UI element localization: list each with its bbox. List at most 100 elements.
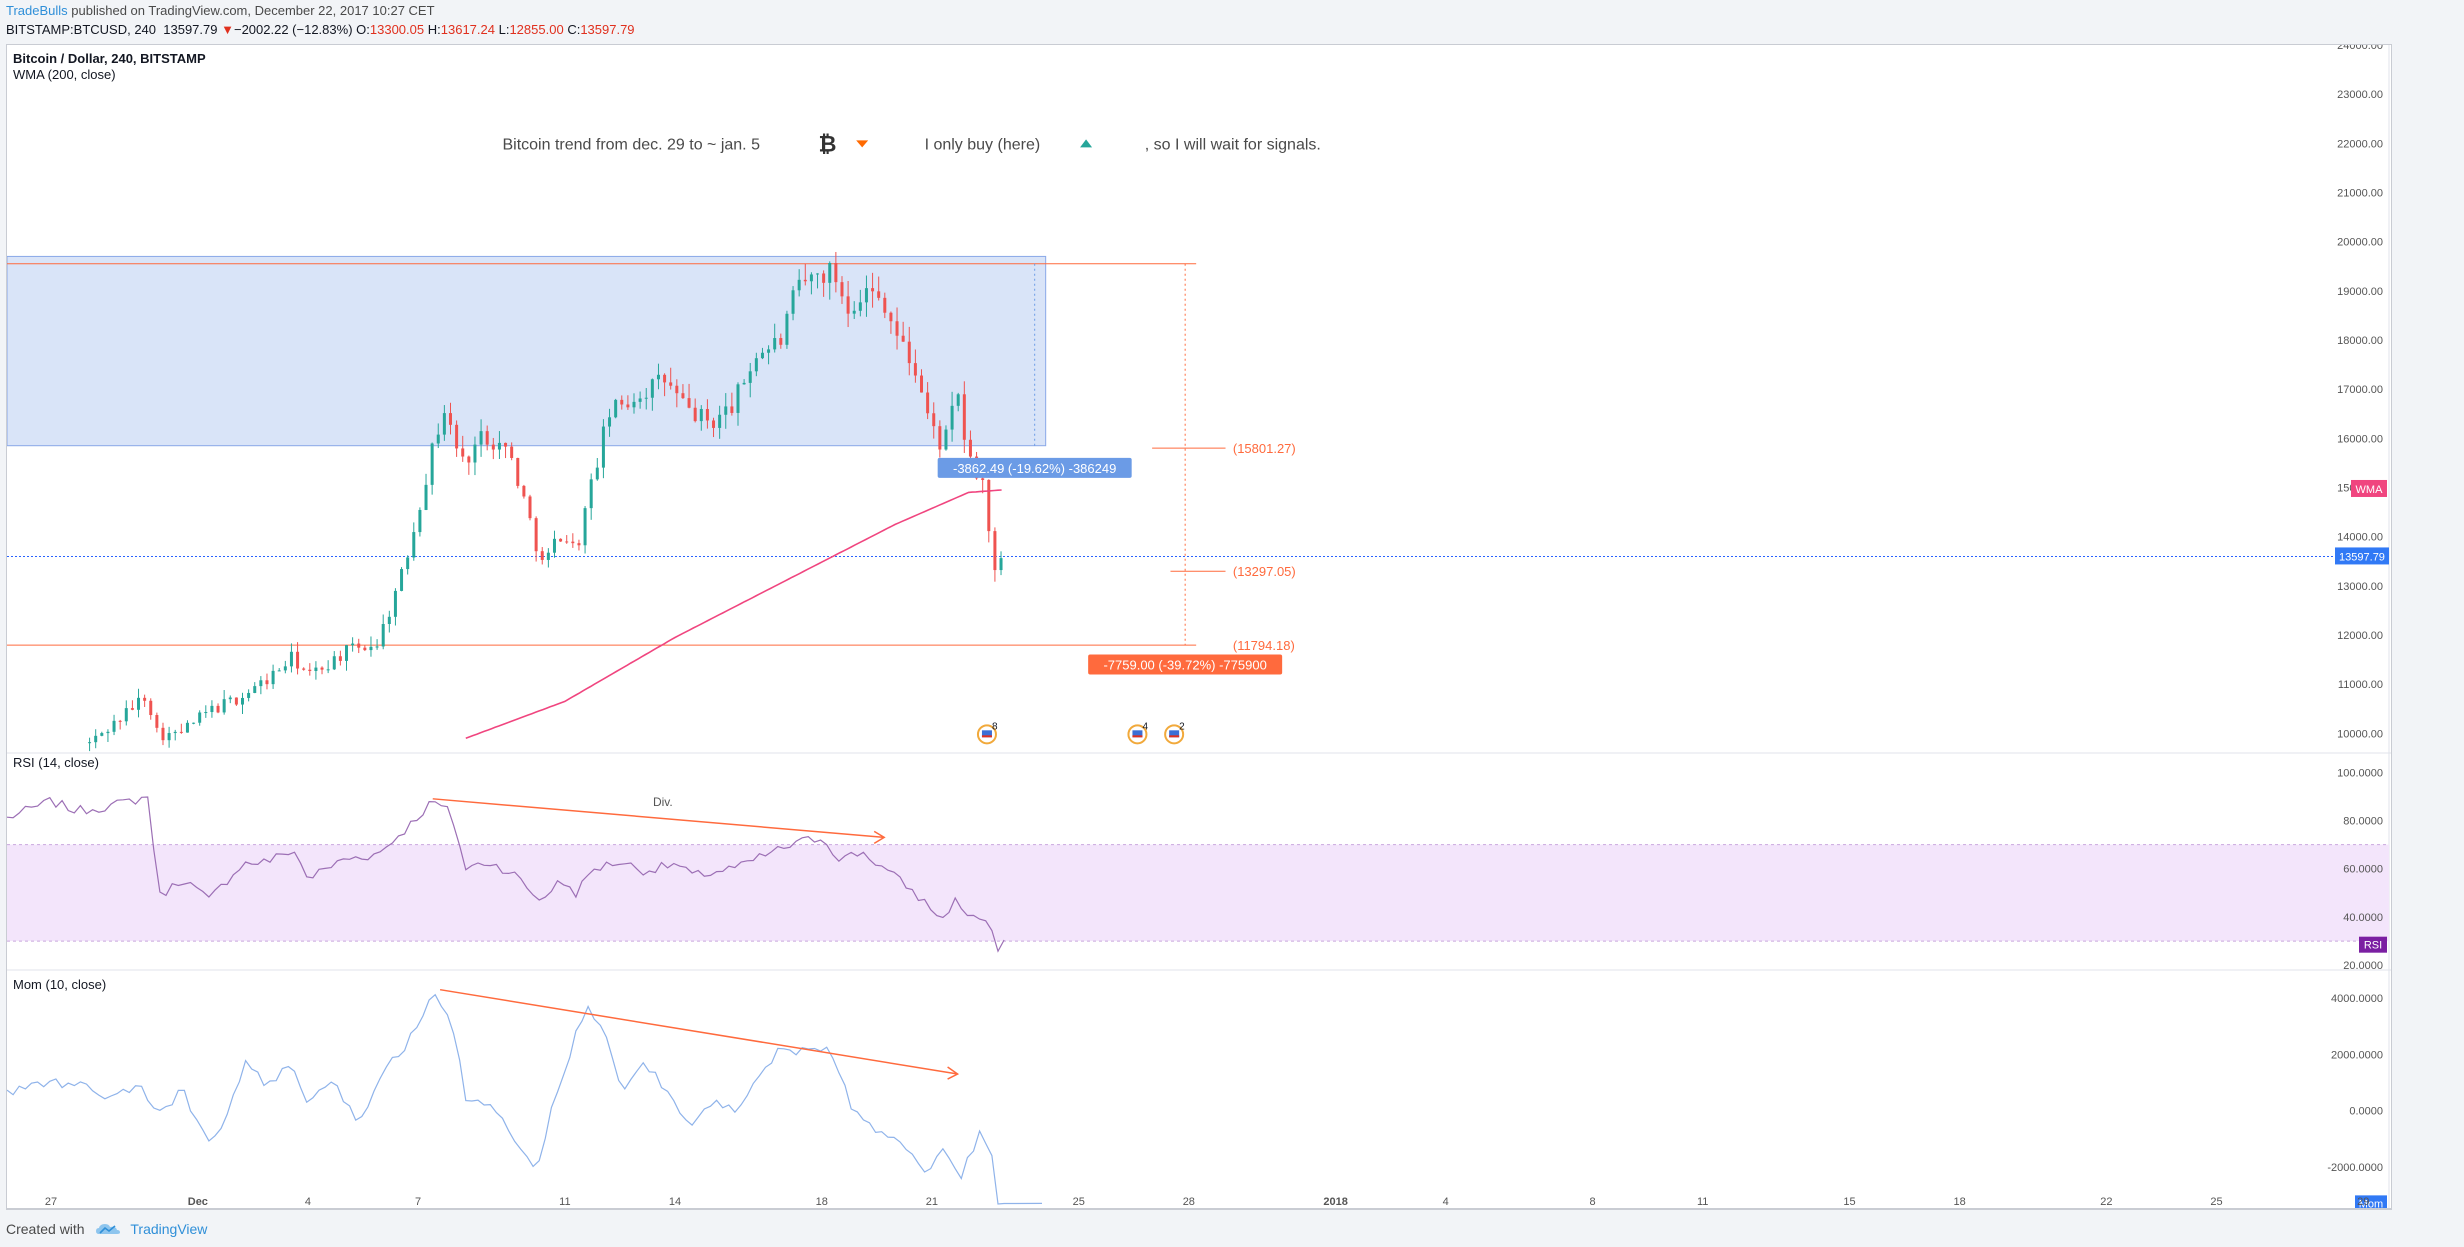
candle-body bbox=[179, 731, 183, 733]
rsi-pane-title: RSI (14, close) bbox=[13, 755, 99, 770]
candle-body bbox=[143, 697, 147, 701]
candle-body bbox=[430, 443, 434, 485]
candle-body bbox=[748, 371, 752, 383]
candle-body bbox=[112, 720, 116, 732]
symbol-label: BITSTAMP:BTCUSD, 240 bbox=[6, 22, 157, 37]
candle-body bbox=[773, 338, 777, 350]
divergence-label: Div. bbox=[653, 795, 673, 809]
tradingview-cloud-icon bbox=[96, 1224, 121, 1234]
candle-body bbox=[289, 651, 293, 667]
candle-body bbox=[779, 338, 783, 345]
publisher-name[interactable]: TradeBulls bbox=[6, 3, 68, 18]
open-label: O: bbox=[356, 22, 370, 37]
candle-body bbox=[712, 420, 716, 428]
time-tick-label: 2018 bbox=[1323, 1196, 1347, 1208]
candle-body bbox=[271, 670, 275, 685]
candle-body bbox=[88, 742, 92, 744]
mom-tag-box bbox=[2355, 1195, 2387, 1209]
rsi-divergence-arrow[interactable] bbox=[432, 798, 885, 839]
candle-body bbox=[608, 417, 612, 427]
note-text: I only buy (here) bbox=[925, 136, 1041, 153]
candle-body bbox=[571, 541, 575, 544]
rsi-tick-label: 40.0000 bbox=[2343, 912, 2383, 924]
candle-body bbox=[332, 656, 336, 670]
candle-body bbox=[302, 668, 306, 670]
candle-body bbox=[363, 647, 367, 651]
candle-body bbox=[822, 273, 826, 283]
candle-body bbox=[601, 426, 605, 468]
candle-body bbox=[442, 413, 446, 435]
candle-body bbox=[241, 697, 245, 705]
candle-body bbox=[461, 448, 465, 457]
time-tick-label: 18 bbox=[816, 1196, 828, 1208]
candle-body bbox=[497, 442, 501, 450]
rsi-tick-label: 60.0000 bbox=[2343, 864, 2383, 876]
candle-body bbox=[167, 733, 171, 741]
candle-body bbox=[296, 651, 300, 669]
candle-body bbox=[504, 442, 508, 447]
candle-body bbox=[803, 279, 807, 282]
candle-body bbox=[210, 705, 214, 713]
candle-body bbox=[528, 496, 532, 519]
published-text: published on TradingView.com, December 2… bbox=[71, 3, 435, 18]
candle-body bbox=[467, 456, 471, 463]
event-count: 2 bbox=[1179, 721, 1185, 732]
candle-body bbox=[552, 538, 556, 553]
momentum-line[interactable] bbox=[7, 993, 1043, 1205]
candle-body bbox=[760, 352, 764, 359]
candle-body bbox=[222, 699, 226, 713]
flag-stripe bbox=[981, 735, 992, 738]
measure-label: -7759.00 (-39.72%) -775900 bbox=[1103, 658, 1266, 673]
candle-body bbox=[926, 392, 930, 414]
candle-body bbox=[455, 424, 459, 449]
rsi-line[interactable] bbox=[7, 796, 1005, 953]
candle-body bbox=[234, 697, 238, 705]
flag-icon bbox=[1169, 730, 1180, 738]
mom-divergence-arrow[interactable] bbox=[439, 988, 958, 1075]
publish-header: TradeBulls published on TradingView.com,… bbox=[0, 0, 2464, 44]
candle-body bbox=[228, 697, 232, 700]
candle-body bbox=[124, 708, 128, 722]
candle-body bbox=[94, 735, 98, 743]
time-tick-label: 28 bbox=[1183, 1196, 1195, 1208]
candle-body bbox=[595, 467, 599, 480]
chart-frame[interactable]: (15801.27) (13297.05) (11794.18) -3862.49 (… bbox=[6, 44, 2392, 1210]
candle-body bbox=[791, 290, 795, 314]
rsi-tick-label: 20.0000 bbox=[2343, 960, 2383, 972]
candle-body bbox=[247, 692, 251, 698]
candle-body bbox=[956, 394, 960, 406]
mom-tick-label: 4000.0000 bbox=[2331, 993, 2383, 1005]
time-tick-label: 21 bbox=[926, 1196, 938, 1208]
candle-body bbox=[534, 518, 538, 552]
time-tick-label: 25 bbox=[1073, 1196, 1085, 1208]
candle-body bbox=[308, 669, 312, 672]
chart-canvas[interactable]: (15801.27) (13297.05) (11794.18) -3862.49 (… bbox=[7, 45, 2391, 1209]
candle-body bbox=[357, 643, 361, 648]
candle-body bbox=[375, 646, 379, 648]
candle-body bbox=[962, 394, 966, 440]
arrow-head-icon bbox=[947, 1066, 960, 1080]
measure-label-box[interactable] bbox=[1088, 654, 1283, 675]
resistance-zone[interactable] bbox=[7, 255, 1047, 447]
publish-info: TradeBulls published on TradingView.com,… bbox=[6, 3, 435, 18]
rsi-tag-box bbox=[2359, 936, 2387, 953]
candle-body bbox=[277, 670, 281, 672]
candle-body bbox=[436, 434, 440, 444]
bitcoin-icon: ₿ bbox=[818, 131, 836, 156]
close-label: C: bbox=[567, 22, 581, 37]
time-tick-label: 22 bbox=[2100, 1196, 2112, 1208]
time-tick-label: 14 bbox=[669, 1196, 681, 1208]
time-tick-label: 25 bbox=[2210, 1196, 2222, 1208]
footer: Created with TradingView bbox=[6, 1221, 207, 1237]
wma-line[interactable] bbox=[465, 489, 1002, 740]
tradingview-link[interactable]: TradingView bbox=[130, 1221, 208, 1237]
candle-body bbox=[864, 288, 868, 303]
candle-body bbox=[400, 569, 404, 591]
time-tick-label: 11 bbox=[559, 1196, 570, 1208]
candle-body bbox=[583, 508, 587, 546]
candle-body bbox=[724, 406, 728, 415]
candle-body bbox=[204, 712, 208, 714]
candle-body bbox=[522, 485, 526, 497]
candle-body bbox=[828, 262, 832, 283]
measure-label-box[interactable] bbox=[937, 457, 1132, 478]
